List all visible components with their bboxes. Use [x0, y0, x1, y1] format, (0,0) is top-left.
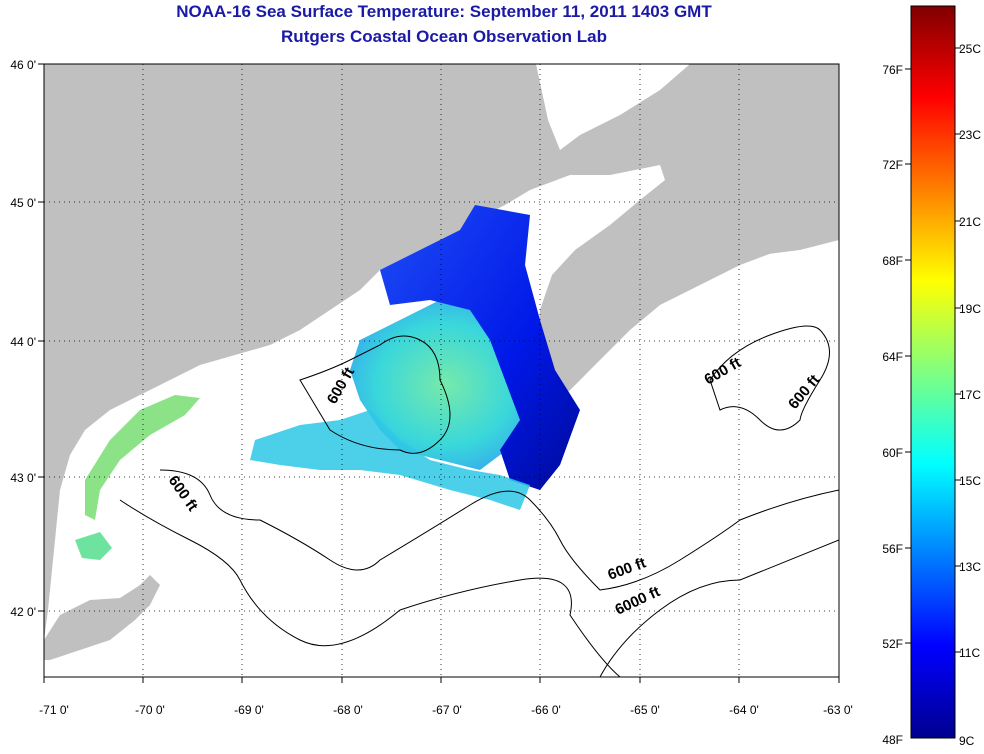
land-cape-cod [44, 575, 160, 660]
sst-gulf-patch [250, 410, 530, 510]
lon-label: -70 0' [135, 703, 165, 717]
lon-label: -63 0' [823, 703, 853, 717]
colorbar-f-label: 52F [882, 637, 903, 651]
lat-label: 43 0' [10, 471, 36, 485]
lon-label: -66 0' [531, 703, 561, 717]
sst-coastal-patch-south [75, 532, 112, 560]
lon-label: -71 0' [39, 703, 69, 717]
lat-label: 46 0' [10, 58, 36, 72]
colorbar-f-label: 60F [882, 446, 903, 460]
sst-cold-patch [380, 205, 580, 490]
lat-label: 45 0' [10, 196, 36, 210]
colorbar-c-label: 23C [959, 128, 981, 142]
colorbar-c-label: 21C [959, 215, 981, 229]
graticule [44, 64, 839, 677]
colorbar-c-label: 13C [959, 560, 981, 574]
lon-label: -65 0' [630, 703, 660, 717]
map-subtitle: Rutgers Coastal Ocean Observation Lab [281, 27, 607, 46]
colorbar-f-label: 56F [882, 542, 903, 556]
lon-label: -64 0' [729, 703, 759, 717]
land-new-england [44, 64, 839, 640]
colorbar-c-label: 9C [959, 734, 975, 748]
colorbar-c-label: 15C [959, 474, 981, 488]
colorbar-c-label: 19C [959, 302, 981, 316]
map-title: NOAA-16 Sea Surface Temperature: Septemb… [176, 2, 712, 21]
lat-label: 42 0' [10, 605, 36, 619]
colorbar-f-label: 68F [882, 254, 903, 268]
lon-label: -68 0' [333, 703, 363, 717]
lat-label: 44 0' [10, 335, 36, 349]
sst-coastal-patch [85, 395, 200, 520]
lon-label: -69 0' [234, 703, 264, 717]
colorbar-c-label: 17C [959, 388, 981, 402]
colorbar-f-label: 64F [882, 350, 903, 364]
axis-ticks [38, 63, 840, 683]
colorbar-f-label: 48F [882, 733, 903, 747]
land-nova-scotia [545, 150, 839, 405]
colorbar-c-label: 11C [959, 646, 980, 660]
colorbar [910, 5, 956, 739]
colorbar-f-label: 72F [882, 158, 903, 172]
lon-label: -67 0' [432, 703, 462, 717]
colorbar-f-label: 76F [882, 63, 903, 77]
bathymetry-contours [119, 325, 839, 677]
colorbar-c-label: 25C [959, 42, 981, 56]
